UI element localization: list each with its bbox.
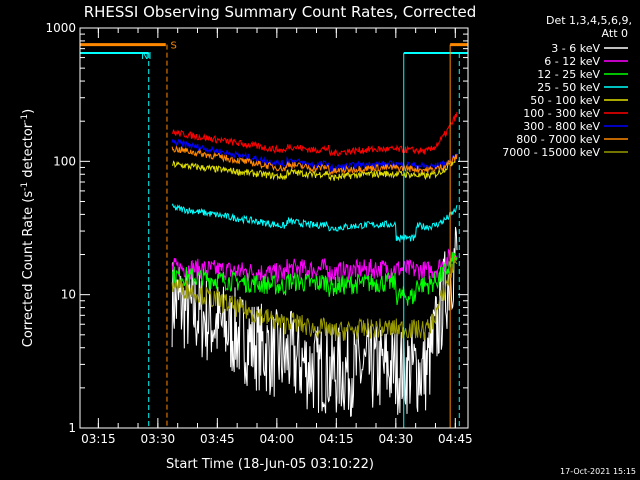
x-tick-label-5: 04:30 [379, 432, 414, 446]
legend-header-line2: Att 0 [602, 27, 628, 40]
legend-header-line1: Det 1,3,4,5,6,9, [546, 14, 632, 27]
series-line-6 [171, 111, 458, 157]
y-tick-label-100: 100 [53, 154, 76, 168]
series-line-2 [171, 248, 458, 285]
flag-label-ni: NI [141, 51, 151, 62]
legend-entry-9: 7000 - 15000 keV [502, 146, 600, 159]
legend-entry-7: 300 - 800 keV [523, 120, 600, 133]
x-tick-label-0: 03:15 [81, 432, 116, 446]
x-tick-label-4: 04:15 [319, 432, 354, 446]
y-tick-label-1000: 1000 [45, 21, 76, 35]
plot-area: S NI [80, 41, 468, 428]
legend-entry-5: 50 - 100 keV [530, 94, 600, 107]
x-tick-label-2: 03:45 [200, 432, 235, 446]
x-axis-label: Start Time (18-Jun-05 03:10:22) [166, 457, 374, 472]
y-tick-label-10: 10 [61, 288, 76, 302]
series-line-5 [172, 157, 458, 182]
legend-entry-6: 100 - 300 keV [523, 107, 600, 120]
series-line-9 [171, 255, 458, 342]
y-axis-label-sup2: -1 [20, 114, 30, 123]
y-axis-label-end: ) [21, 109, 36, 114]
series-line-8 [171, 145, 458, 176]
legend-entry-3: 12 - 25 keV [537, 68, 600, 81]
y-axis-label-main: Corrected Count Rate (s [21, 191, 36, 348]
legend-entry-4: 25 - 50 keV [537, 81, 600, 94]
x-tick-label-1: 03:30 [141, 432, 176, 446]
y-axis-label: Corrected Count Rate (s-1 detector-1) [20, 109, 36, 347]
plot-frame [79, 27, 469, 429]
legend-entry-1: 3 - 6 keV [551, 42, 600, 55]
series-line-4 [171, 203, 458, 244]
legend-entry-2: 6 - 12 keV [544, 55, 600, 68]
chart-title: RHESSI Observing Summary Count Rates, Co… [84, 3, 477, 21]
flag-label-s: S [171, 41, 177, 52]
legend-entry-8: 800 - 7000 keV [516, 133, 600, 146]
y-axis-label-sup1: -1 [20, 182, 30, 191]
axes: 1 10 100 1000 03:15 03:30 03:45 04:00 04:15 04:30… [45, 21, 472, 446]
y-tick-label-1: 1 [68, 421, 76, 435]
x-tick-label-6: 04:45 [438, 432, 473, 446]
x-tick-label-3: 04:00 [260, 432, 295, 446]
footer-date: 17-Oct-2021 15:15 [560, 467, 636, 476]
series-line-3 [171, 252, 458, 306]
y-axis-label-mid: detector [21, 122, 36, 182]
